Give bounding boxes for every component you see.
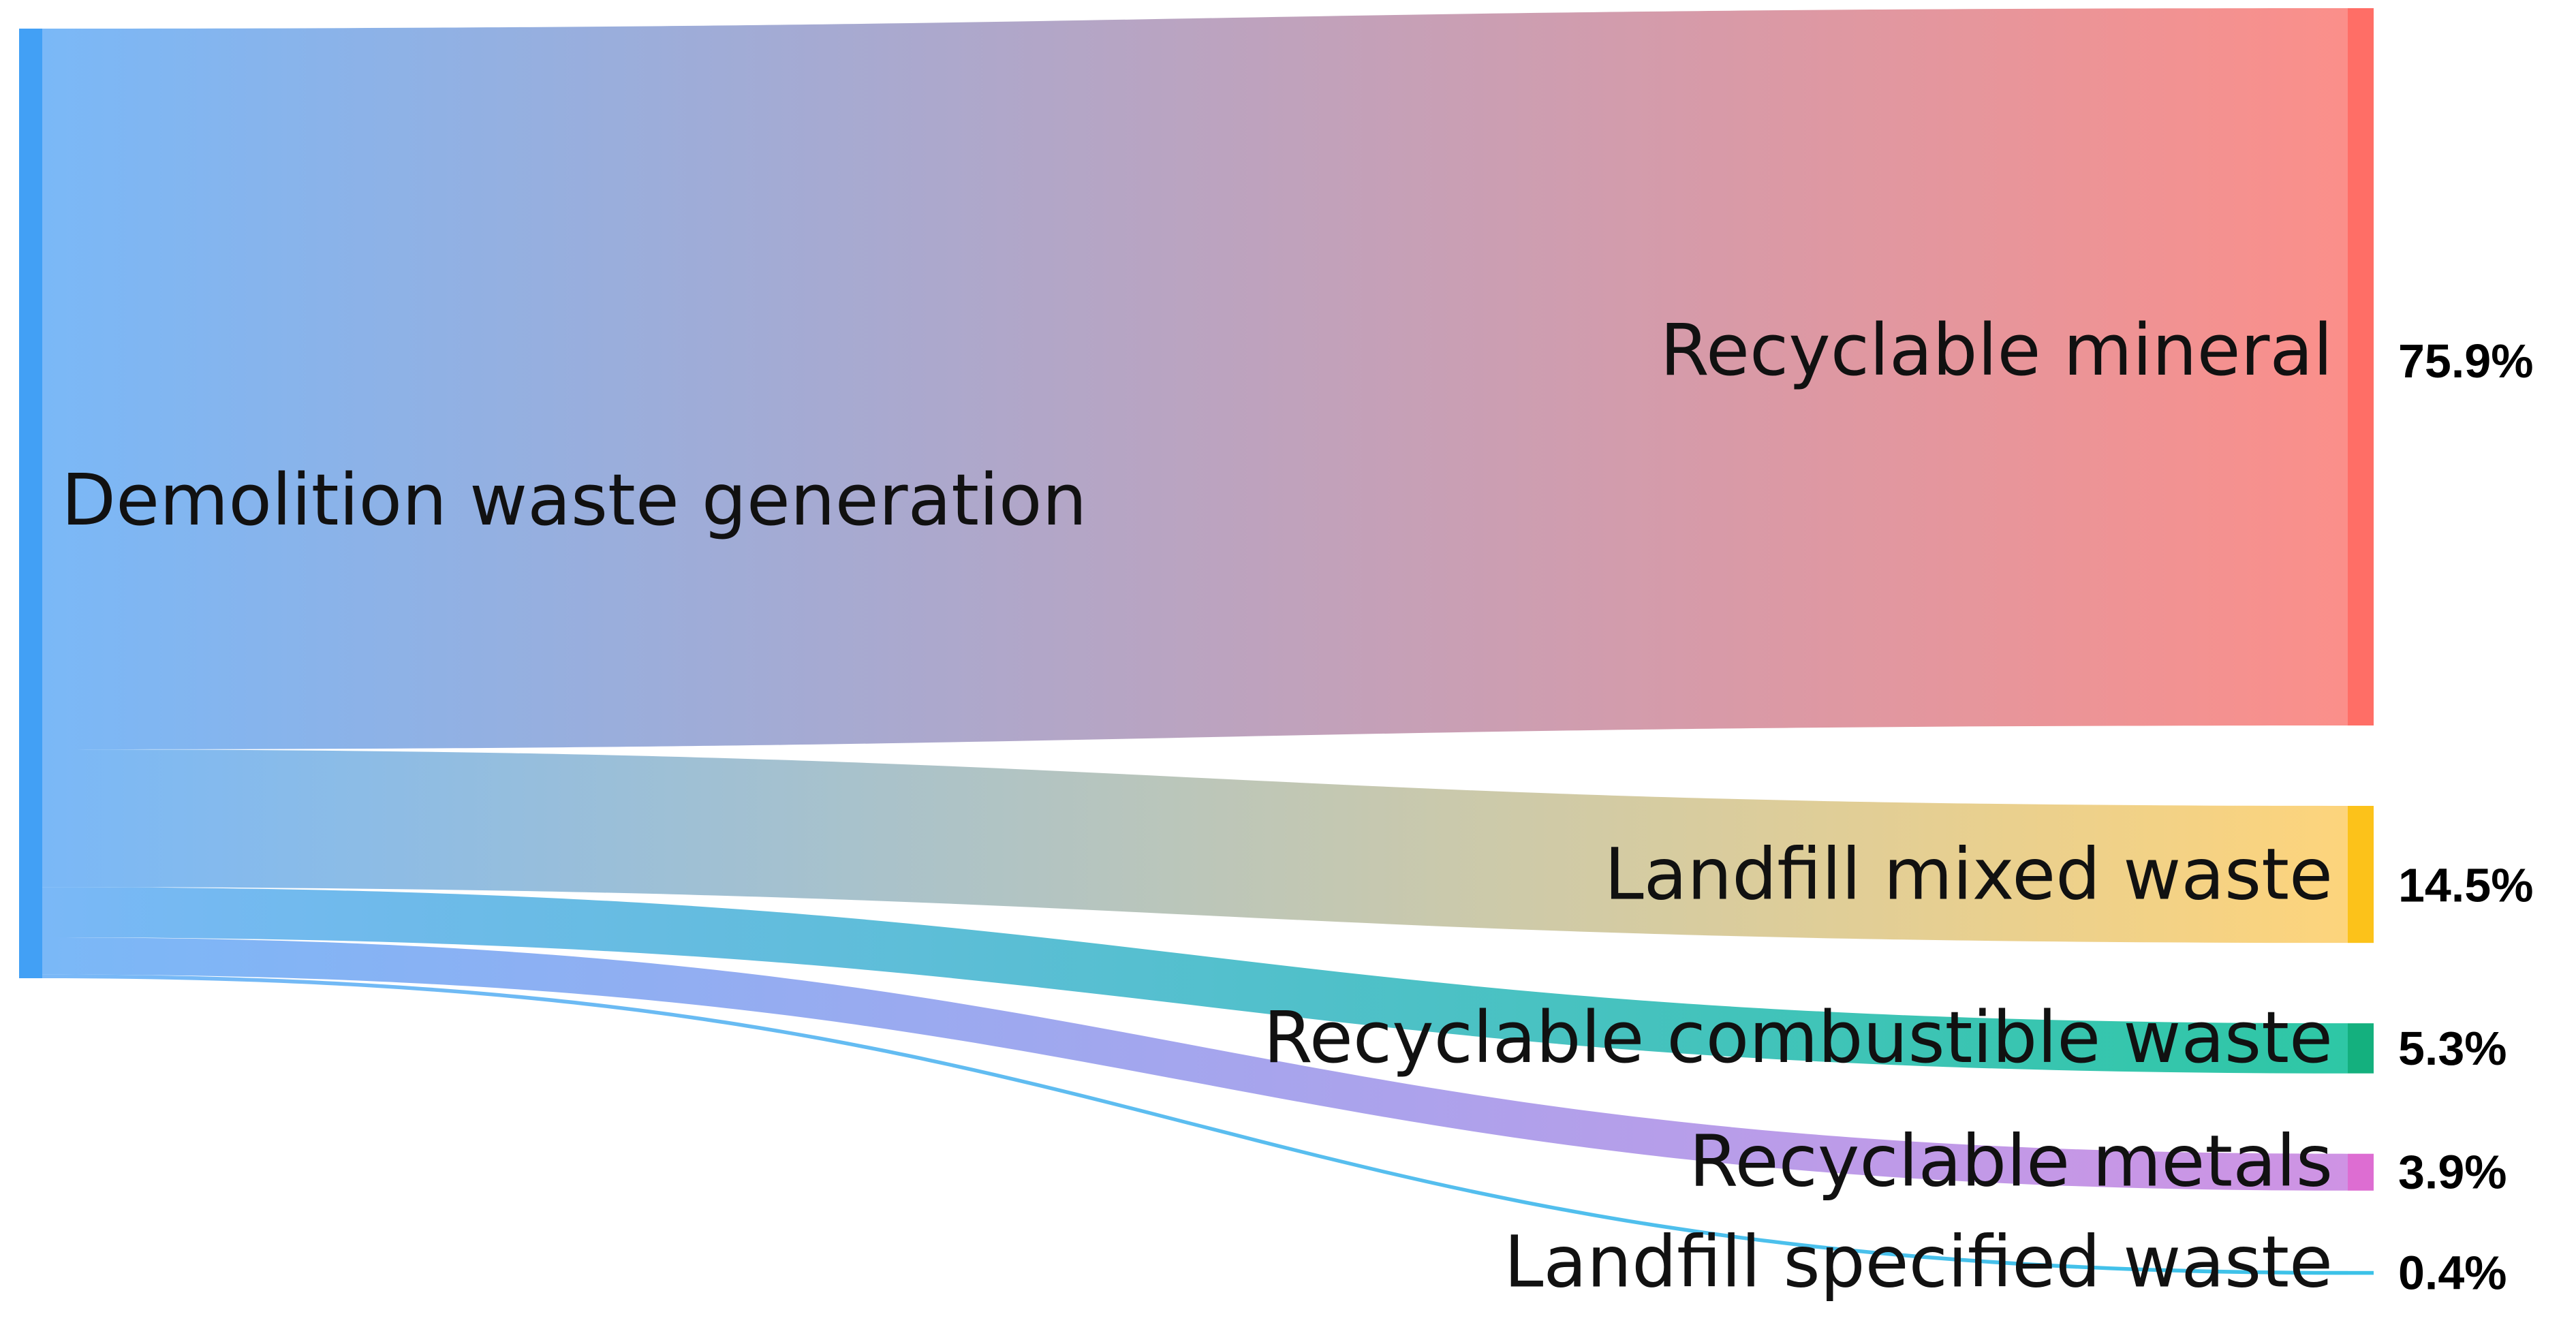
percent-label-0: 75.9% [2398, 334, 2533, 388]
source-label: Demolition waste generation [61, 458, 1087, 542]
percent-label-1: 14.5% [2398, 859, 2533, 912]
target-label-1: Landfill mixed waste [1604, 833, 2333, 916]
target-label-3: Recyclable metals [1689, 1120, 2333, 1203]
target-label-4: Landfill specified waste [1504, 1221, 2333, 1304]
flow-link-1 [42, 749, 2348, 943]
target-label-0: Recyclable mineral [1660, 309, 2333, 392]
flow-link-0 [42, 8, 2348, 750]
target-node-3 [2348, 1153, 2374, 1191]
target-node-0 [2348, 8, 2374, 725]
flow-link-2 [42, 887, 2348, 1074]
percent-label-3: 3.9% [2398, 1146, 2507, 1199]
flow-link-3 [42, 937, 2348, 1191]
target-label-2: Recyclable combustible waste [1263, 996, 2333, 1079]
target-node-4 [2348, 1270, 2374, 1275]
percent-label-2: 5.3% [2398, 1022, 2507, 1075]
target-node-1 [2348, 806, 2374, 943]
percent-label-4: 0.4% [2398, 1247, 2507, 1300]
flow-link-4 [42, 974, 2348, 1275]
target-node-2 [2348, 1023, 2374, 1074]
source-node [19, 29, 42, 978]
